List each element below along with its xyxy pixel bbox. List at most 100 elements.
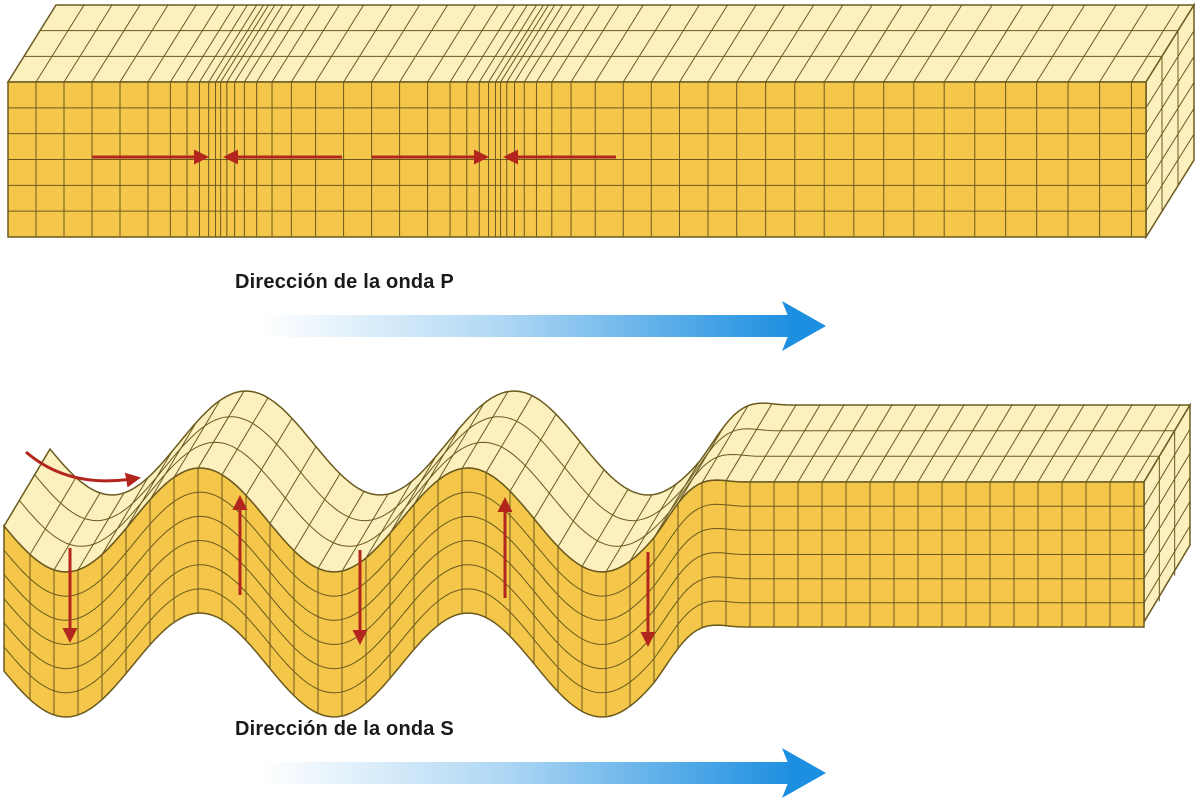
p-grid-line (1005, 4, 1055, 83)
s-grid-line (917, 404, 965, 483)
s-grid-line (557, 469, 605, 547)
s-grid-line (293, 473, 341, 552)
s-grid-line (989, 404, 1037, 483)
p-grid-line (478, 4, 528, 83)
s-wave-direction-label: Dirección de la onda S (235, 718, 454, 740)
s-grid-line (173, 400, 221, 478)
p-grid-line (736, 4, 786, 83)
s-grid-line (53, 492, 101, 571)
s-grid-line (1061, 404, 1109, 483)
s-grid-line (3, 515, 1144, 621)
p-grid-line (514, 4, 563, 83)
s-grid-line (629, 483, 677, 562)
p-grid-line (1145, 56, 1195, 134)
p-grid-line (536, 4, 585, 83)
s-grid-line (341, 493, 389, 572)
p-grid-line (594, 4, 644, 83)
s-grid-line (845, 404, 893, 483)
p-grid-line (1099, 4, 1149, 83)
s-grid-line (965, 404, 1013, 483)
p-grid-line (186, 4, 236, 83)
p-grid-line (1145, 133, 1195, 212)
p-grid-line (215, 4, 264, 83)
p-grid-line (243, 4, 293, 83)
s-grid-line (773, 404, 821, 483)
p-grid-line (234, 4, 284, 83)
p-wave-direction-arrow (262, 301, 826, 351)
p-grid-line (1036, 4, 1086, 83)
s-block-front-grid (3, 428, 1191, 717)
p-grid-line (271, 4, 321, 83)
s-grid-line (1143, 525, 1191, 604)
p-grid-line (371, 4, 421, 83)
p-grid-line (1145, 82, 1195, 160)
s-grid-line (3, 491, 1144, 597)
p-grid-line (343, 4, 393, 83)
s-grid-line (245, 418, 293, 496)
s-grid-line (77, 492, 125, 571)
s-grid-line (389, 456, 437, 534)
p-grid-line (679, 4, 728, 83)
s-grid-line (749, 404, 797, 483)
s-wave-direction-arrow (262, 748, 826, 798)
p-wave-direction-label: Dirección de la onda P (235, 271, 454, 293)
s-grid-line (653, 460, 701, 538)
p-wave-block (6, 2, 1196, 240)
s-grid-line (581, 489, 629, 567)
s-grid-line (197, 390, 245, 469)
p-grid-line (290, 4, 340, 83)
p-grid-line (91, 4, 141, 83)
s-grid-line (221, 397, 269, 476)
s-curved-motion-arrow (25, 450, 141, 488)
p-grid-line (943, 4, 993, 83)
p-grid-line (199, 4, 248, 83)
s-grid-line (869, 404, 917, 483)
p-grid-line (315, 4, 365, 83)
s-grid-line (1037, 404, 1085, 483)
s-grid-line (437, 403, 485, 481)
s-grid-line (941, 404, 989, 483)
s-grid-line (149, 422, 197, 501)
p-grid-line (650, 4, 700, 83)
p-grid-line (226, 4, 276, 83)
s-grid-line (1143, 428, 1191, 507)
s-grid-line (18, 441, 1160, 547)
p-grid-line (208, 4, 258, 83)
p-grid-line (1145, 30, 1195, 109)
s-grid-line (3, 539, 1144, 646)
s-wave-block (3, 390, 1192, 718)
p-grid-line (1131, 4, 1180, 83)
p-block-front-grid (8, 30, 1195, 237)
p-grid-line (794, 4, 844, 83)
s-grid-line (509, 413, 557, 492)
p-grid-line (495, 4, 544, 83)
p-grid-line (523, 4, 573, 83)
p-grid-line (500, 4, 550, 83)
p-grid-line (1067, 4, 1117, 83)
p-grid-line (974, 4, 1024, 83)
p-grid-line (169, 4, 219, 83)
s-grid-line (317, 491, 365, 569)
s-grid-line (677, 426, 725, 504)
s-grid-line (821, 404, 869, 483)
s-grid-line (1143, 501, 1191, 579)
s-grid-line (413, 427, 461, 505)
p-grid-line (256, 4, 306, 83)
p-grid-line (883, 4, 933, 83)
s-grid-line (3, 588, 1144, 694)
s-grid-line (1133, 404, 1181, 483)
s-grid-line (1143, 477, 1191, 555)
p-grid-line (399, 4, 449, 83)
p-grid-line (506, 4, 556, 83)
p-grid-line (823, 4, 873, 83)
s-grid-line (269, 446, 317, 524)
s-grid-line (797, 404, 845, 483)
s-grid-line (3, 564, 1144, 670)
s-grid-line (1143, 453, 1191, 531)
p-grid-line (570, 4, 620, 83)
s-grid-line (29, 477, 77, 555)
s-grid-line (461, 391, 509, 469)
s-grid-line (725, 403, 773, 481)
s-grid-line (533, 441, 581, 520)
